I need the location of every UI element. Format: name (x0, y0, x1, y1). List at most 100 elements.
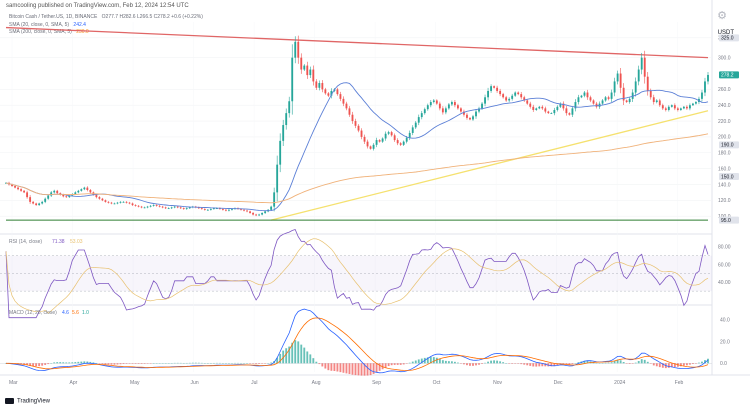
candle-body (625, 100, 628, 103)
candle-body (231, 209, 233, 210)
candle-body (29, 197, 32, 202)
macd-histogram-bar (297, 341, 300, 364)
macd-histogram-bar (429, 357, 432, 364)
candle-body (502, 94, 505, 98)
macd-histogram-bar (463, 363, 465, 365)
footer-brand[interactable]: TradingView (5, 398, 50, 405)
candle-body (348, 108, 351, 115)
candle-body (155, 205, 158, 206)
macd-histogram-bar (613, 360, 616, 364)
candle-body (592, 100, 595, 104)
candle-body (577, 97, 580, 103)
candle-body (604, 97, 607, 101)
candle-body (514, 92, 517, 96)
price-tag: 190.0 (719, 141, 739, 149)
candle-body (149, 205, 152, 207)
candle-body (526, 100, 529, 104)
macd-histogram-bar (682, 363, 685, 366)
macd-histogram-bar (616, 359, 619, 364)
macd-histogram-bar (553, 363, 556, 366)
candles (5, 35, 709, 217)
candle-body (215, 208, 218, 210)
legend-symbol-row[interactable]: Bitcoin Cash / Tether.US, 1D, BINANCE O2… (9, 14, 203, 22)
time-tick-label: Dec (554, 380, 563, 386)
macd-histogram-bar (414, 360, 417, 364)
settings-gear-icon[interactable]: ⚙ (717, 10, 727, 22)
macd-histogram-bar (550, 363, 553, 367)
candle-body (35, 203, 38, 206)
macd-histogram-bar (444, 360, 447, 364)
macd-histogram-bar (493, 360, 496, 364)
macd-histogram-bar (619, 360, 622, 364)
macd-histogram-bar (375, 363, 378, 373)
macd-histogram-bar (80, 361, 83, 364)
macd-histogram-bar (306, 351, 309, 364)
candle-body (550, 113, 553, 114)
candle-body (221, 209, 224, 210)
candle-body (628, 98, 631, 103)
macd-histogram-bar (339, 363, 342, 373)
macd-histogram-bar (441, 360, 444, 364)
legend-sma-fast-row[interactable]: SMA (20, close, 0, SMA, 5) 242.4 (9, 22, 203, 30)
macd-histogram-bar (38, 363, 41, 367)
candle-body (279, 140, 282, 165)
candle-body (637, 69, 640, 82)
time-tick-label: Nov (493, 380, 502, 386)
candle-body (369, 146, 372, 149)
candle-body (372, 144, 375, 149)
macd-histogram-bar (59, 362, 62, 364)
macd-histogram-bar (300, 344, 303, 364)
candle-body (523, 97, 526, 101)
candle-body (402, 141, 405, 145)
candle-body (378, 140, 381, 142)
macd-histogram-bar (23, 363, 26, 365)
candle-body (426, 105, 429, 110)
macd-histogram-bar (496, 360, 499, 364)
time-tick-label: May (130, 380, 140, 386)
macd-histogram-bar (336, 363, 339, 372)
candle-body (261, 212, 264, 215)
candle-body (56, 190, 59, 194)
price-tag-label: 190.0 (721, 143, 734, 149)
macd-histogram-bar (119, 363, 122, 365)
macd-histogram-bar (83, 361, 86, 364)
candle-body (113, 203, 116, 205)
candle-body (342, 98, 345, 104)
macd-tick-label: 40.0 (720, 318, 730, 324)
macd-histogram-bar (294, 340, 297, 364)
publisher-credit: samcooling published on TradingView.com,… (6, 3, 189, 9)
trendlines[interactable] (5, 26, 709, 221)
candle-body (131, 203, 134, 206)
macd-histogram-bar (369, 363, 372, 376)
candle-body (17, 187, 19, 190)
macd-histogram-bar (393, 363, 396, 365)
macd-histogram-bar (363, 363, 366, 376)
macd-histogram-bar (360, 363, 363, 376)
macd-histogram-bar (565, 363, 568, 365)
price-tick-label: 120.0 (718, 198, 731, 204)
candle-body (137, 205, 140, 207)
macd-pane (0, 308, 712, 376)
macd-histogram-bar (450, 361, 453, 364)
macd-histogram-bar (390, 363, 393, 366)
macd-histogram-bar (86, 361, 89, 364)
legend-sma-slow-row[interactable]: SMA (200, close, 0, SMA, 5) 230.0 (9, 29, 203, 37)
candle-body (535, 108, 538, 110)
candle-body (62, 194, 65, 197)
price-tick-label: 240.0 (718, 103, 731, 109)
candle-body (270, 206, 273, 210)
candle-body (529, 103, 532, 107)
candle-body (673, 105, 676, 109)
macd-histogram-bar (354, 363, 357, 376)
macd-line (5, 308, 709, 374)
candle-body (366, 141, 369, 147)
price-tick-label: 200.0 (718, 135, 731, 141)
candle-body (463, 111, 465, 115)
macd-histogram-bar (194, 362, 197, 364)
macd-histogram-bar (466, 363, 468, 366)
macd-histogram-bar (577, 362, 580, 364)
candle-body (98, 197, 101, 199)
price-tag-label: 325.0 (721, 36, 734, 42)
macd-histogram-bar (357, 363, 360, 376)
